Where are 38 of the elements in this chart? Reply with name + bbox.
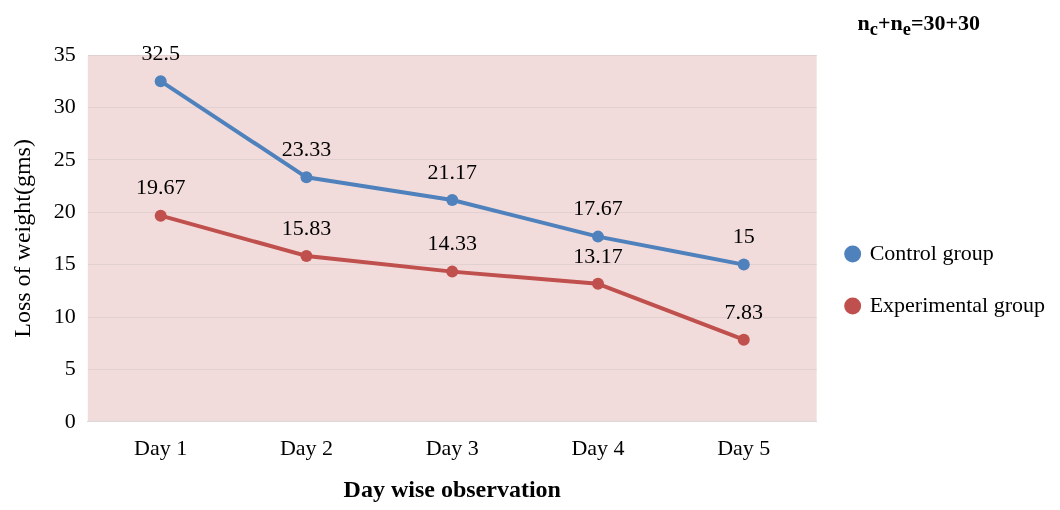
x-tick-label: Day 4	[571, 434, 625, 460]
data-label: 19.67	[135, 174, 186, 200]
legend-label: Experimental group	[869, 291, 1046, 317]
point	[154, 75, 167, 88]
data-label: 17.67	[573, 195, 623, 221]
x-tick-label: Day 5	[717, 434, 771, 460]
data-label: 23.33	[281, 136, 332, 162]
point	[154, 209, 167, 222]
data-label: 15	[732, 223, 755, 249]
y-tick-label: 0	[64, 407, 76, 433]
point	[300, 171, 313, 184]
y-tick-label: 35	[53, 40, 76, 66]
data-label: 32.5	[141, 39, 180, 65]
x-tick-label: Day 3	[425, 434, 479, 460]
y-tick-label: 25	[53, 145, 76, 171]
point	[737, 258, 750, 271]
y-tick-label: 30	[53, 93, 76, 119]
y-tick-label: 20	[53, 197, 76, 223]
point	[446, 265, 459, 278]
x-tick-label: Day 1	[134, 434, 188, 460]
data-label: 21.17	[427, 158, 477, 184]
text: n$_{c}$+n$_{e}$=30+30	[857, 10, 980, 41]
legend-label: Control group	[869, 239, 994, 265]
y-tick-label: 15	[53, 250, 76, 276]
point	[592, 277, 605, 290]
point	[446, 193, 459, 206]
data-label: 14.33	[427, 230, 477, 256]
point	[592, 230, 605, 243]
x-axis-title: Day wise observation	[343, 475, 561, 502]
data-label: 13.17	[573, 242, 623, 268]
y-tick-label: 5	[64, 355, 76, 381]
y-axis-title: Loss of weight(gms)	[8, 139, 35, 338]
point	[300, 249, 313, 262]
point	[737, 333, 750, 346]
data-label: 15.83	[281, 214, 332, 240]
x-tick-label: Day 2	[279, 434, 334, 460]
data-label: 7.83	[724, 298, 764, 324]
y-tick-label: 10	[53, 302, 76, 328]
